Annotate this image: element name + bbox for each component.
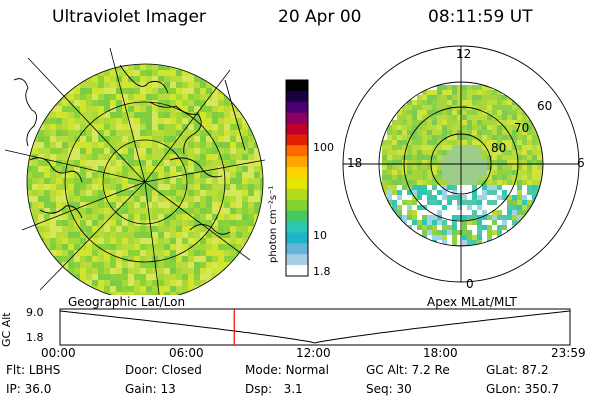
mlat-label-80: 80 xyxy=(491,141,507,155)
mlt-label-0: 0 xyxy=(466,277,474,291)
auroral-oval-image xyxy=(382,85,543,246)
time-tick-0000: 00:00 xyxy=(41,346,76,360)
mlt-label-12: 12 xyxy=(456,47,472,61)
status-door: Door: Closed xyxy=(125,363,202,377)
time-tick-0600: 06:00 xyxy=(169,346,204,360)
colorbar-unit-label: photon cm⁻²s⁻¹ xyxy=(268,186,279,263)
mlat-label-60: 60 xyxy=(537,99,553,113)
mlat-mlt-grid xyxy=(342,45,580,283)
status-seq: Seq: 30 xyxy=(366,382,412,396)
alt-tick-1-8: 1.8 xyxy=(26,331,44,344)
time-tick-1800: 18:00 xyxy=(423,346,458,360)
status-dsp: Dsp: 3.1 xyxy=(245,382,303,396)
status-glat: GLat: 87.2 xyxy=(486,363,549,377)
lat-lon-grid xyxy=(4,47,266,295)
app-title: Ultraviolet Imager xyxy=(52,7,206,27)
auroral-image xyxy=(27,64,263,295)
status-gain: Gain: 13 xyxy=(125,382,176,396)
time-tick-2359: 23:59 xyxy=(551,346,586,360)
status-ip: IP: 36.0 xyxy=(6,382,52,396)
magnetic-polar-plot xyxy=(342,45,580,283)
date-readout: 20 Apr 00 xyxy=(278,7,362,27)
status-mode: Mode: Normal xyxy=(245,363,329,377)
alt-tick-9: 9.0 xyxy=(26,306,44,319)
mlt-label-18: 18 xyxy=(347,156,363,170)
status-glon: GLon: 350.7 xyxy=(486,382,559,396)
status-gc-alt: GC Alt: 7.2 Re xyxy=(366,363,450,377)
color-scale-gradient xyxy=(286,80,308,277)
time-tick-1200: 12:00 xyxy=(296,346,331,360)
magnetic-panel-label: Apex MLat/MLT xyxy=(427,295,517,309)
coastlines xyxy=(13,64,246,235)
time-readout: 08:11:59 UT xyxy=(428,7,533,27)
mlat-label-70: 70 xyxy=(514,121,530,135)
geographic-panel-label: Geographic Lat/Lon xyxy=(68,295,186,309)
colorbar-tick-10: 10 xyxy=(313,229,327,242)
colorbar-tick-100: 100 xyxy=(313,141,334,154)
altitude-curve xyxy=(59,310,571,344)
color-scale-bar: photon cm⁻²s⁻¹ xyxy=(268,79,309,277)
altitude-axis-label: GC Alt xyxy=(0,312,13,347)
mlt-label-6: 6 xyxy=(577,156,585,170)
geographic-image-panel xyxy=(4,47,266,295)
altitude-plot: GC Alt xyxy=(0,308,571,347)
colorbar-tick-1-8: 1.8 xyxy=(313,265,331,278)
status-filter: Flt: LBHS xyxy=(6,363,61,377)
